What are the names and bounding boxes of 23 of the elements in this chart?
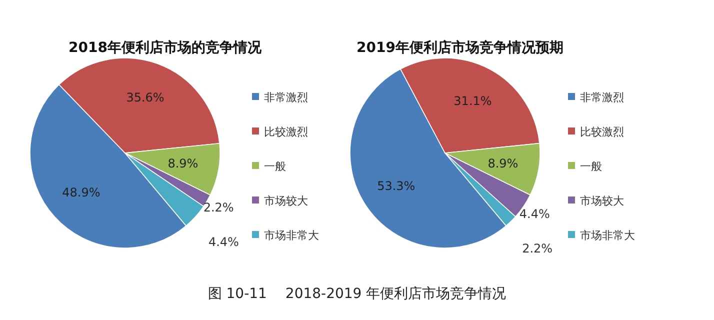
legend-label: 比较激烈 xyxy=(264,126,308,138)
data-label: 2.2% xyxy=(203,200,234,214)
data-label: 31.1% xyxy=(454,94,492,108)
legend-label: 非常激烈 xyxy=(580,91,624,104)
data-label: 35.6% xyxy=(126,90,164,105)
data-label: 4.4% xyxy=(519,206,550,221)
caption: 图 10-11 2018-2019 年便利店市场竞争情况 xyxy=(208,286,506,302)
chart-title: 2019年便利店市场竞争情况预期 xyxy=(356,39,564,56)
data-label: 53.3% xyxy=(377,178,416,193)
data-label: 8.9% xyxy=(168,156,198,170)
legend-label: 市场非常大 xyxy=(264,229,319,242)
data-label: 2.2% xyxy=(522,242,553,256)
chart-title: 2018年便利店市场的竞争情况 xyxy=(68,39,262,56)
legend-label: 市场较大 xyxy=(580,194,624,208)
legend-label: 比较激烈 xyxy=(580,126,624,138)
legend-label: 市场较大 xyxy=(264,194,308,208)
data-label: 4.4% xyxy=(208,235,239,250)
legend-label: 市场非常大 xyxy=(580,229,635,242)
legend-label: 一般 xyxy=(264,160,286,173)
data-label: 8.9% xyxy=(488,156,518,170)
legend-label: 非常激烈 xyxy=(264,91,308,104)
legend-label: 一般 xyxy=(580,160,602,173)
data-label: 48.9% xyxy=(62,185,100,200)
